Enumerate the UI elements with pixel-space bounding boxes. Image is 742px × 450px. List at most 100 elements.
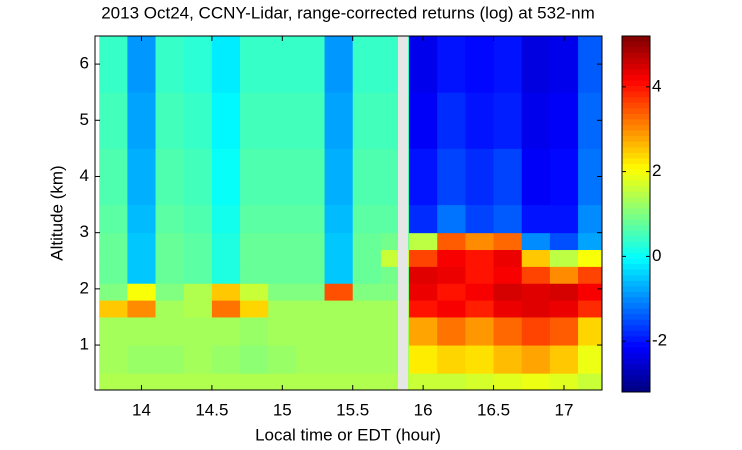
heatmap-cell: [240, 345, 269, 374]
heatmap-cell: [578, 300, 602, 318]
heatmap-cell: [324, 249, 354, 267]
heatmap-cell: [268, 148, 297, 206]
heatmap-cell: [155, 249, 185, 267]
heatmap-cell: [211, 345, 241, 374]
colorbar-segment: [622, 63, 650, 70]
heatmap-cell: [352, 373, 382, 390]
heatmap-cell: [99, 345, 128, 374]
heatmap-cell: [99, 232, 128, 251]
heatmap-cell: [99, 204, 128, 234]
y-tick-label: 3: [80, 222, 89, 241]
heatmap-cell: [155, 36, 185, 93]
heatmap-cell: [409, 232, 438, 251]
heatmap-cell: [352, 249, 382, 267]
heatmap-cell: [296, 373, 326, 390]
heatmap-cell: [352, 232, 382, 251]
heatmap-cell: [211, 316, 241, 346]
y-axis-label: Altitude (km): [47, 165, 66, 260]
colorbar-segment: [622, 74, 650, 81]
heatmap-cell: [437, 373, 466, 390]
colorbar-segment: [622, 380, 650, 387]
heatmap-cell: [183, 204, 213, 234]
heatmap-cell: [155, 148, 185, 206]
colorbar-segment: [622, 336, 650, 343]
heatmap-cell: [127, 373, 157, 390]
heatmap-cell: [437, 345, 466, 374]
heatmap-cell: [352, 316, 382, 346]
heatmap-cell: [465, 36, 495, 93]
heatmap-cell: [549, 148, 579, 206]
heatmap-cell: [521, 232, 551, 251]
y-tick-label: 1: [80, 335, 89, 354]
colorbar-segment: [622, 69, 650, 76]
axes: 14 14.5 15 15.5 16 16.5 17 1 2 3 4 5 6: [80, 35, 603, 419]
heatmap-cell: [409, 249, 438, 267]
colorbar-segment: [622, 141, 650, 148]
heatmap-cell: [409, 36, 438, 93]
heatmap-cell: [324, 204, 354, 234]
heatmap-cell: [211, 148, 241, 206]
colorbar-segment: [622, 108, 650, 115]
heatmap-cell: [155, 300, 185, 318]
heatmap-cell: [521, 148, 551, 206]
heatmap-cell: [211, 232, 241, 251]
heatmap-cell: [521, 36, 551, 93]
colorbar-segment: [622, 113, 650, 120]
heatmap-cell: [324, 283, 354, 301]
heatmap-cell: [465, 92, 495, 149]
colorbar-segment: [622, 80, 650, 87]
heatmap-cell: [211, 300, 241, 318]
heatmap-cell: [127, 316, 157, 346]
colorbar-frame: [621, 35, 651, 393]
heatmap-cell: [578, 266, 602, 284]
colorbar-segment: [622, 58, 650, 65]
heatmap-cell: [296, 204, 326, 234]
colorbar-segment: [622, 125, 650, 132]
colorbar-segment: [622, 186, 650, 193]
heatmap-cell: [352, 283, 382, 301]
colorbar-segment: [622, 41, 650, 48]
y-tick-label: 4: [80, 166, 89, 185]
heatmap-cell: [99, 316, 128, 346]
heatmap-cell: [183, 300, 213, 318]
colorbar-segment: [622, 286, 650, 293]
heatmap-cell: [127, 36, 157, 93]
x-tick-label: 15: [273, 400, 292, 419]
heatmap-cell: [324, 232, 354, 251]
colorbar-segment: [622, 297, 650, 304]
colorbar-segment: [622, 358, 650, 365]
heatmap-cell: [549, 316, 579, 346]
heatmap-cell: [155, 232, 185, 251]
heatmap-cell: [155, 373, 185, 390]
heatmap-cell: [99, 36, 128, 93]
x-tick-label: 17: [555, 400, 574, 419]
heatmap-cell: [240, 249, 269, 267]
heatmap-cell: [521, 300, 551, 318]
heatmap-cell: [409, 283, 438, 301]
plot-frame: [94, 35, 603, 391]
heatmap-cell: [183, 36, 213, 93]
heatmap-cell: [465, 148, 495, 206]
colorbar-segment: [622, 375, 650, 382]
colorbar-segment: [622, 102, 650, 109]
colorbar-tick-label: 2: [652, 161, 661, 180]
heatmap-cell: [183, 148, 213, 206]
heatmap-cell: [493, 300, 523, 318]
colorbar-segment: [622, 191, 650, 198]
heatmap-cell: [352, 92, 382, 149]
heatmap-cell: [183, 266, 213, 284]
heatmap-cell: [437, 148, 466, 206]
colorbar-segment: [622, 136, 650, 143]
y-tick-label: 5: [80, 110, 89, 129]
heatmap-cell: [268, 249, 297, 267]
colorbar-tick-label: 0: [652, 246, 661, 265]
colorbar-segment: [622, 230, 650, 237]
colorbar-segment: [622, 252, 650, 259]
heatmap-cell: [183, 232, 213, 251]
heatmap-cell: [437, 283, 466, 301]
colorbar-segment: [622, 369, 650, 376]
heatmap-cell: [268, 232, 297, 251]
colorbar-segment: [622, 241, 650, 248]
heatmap-cell: [578, 373, 602, 390]
colorbar-segment: [622, 303, 650, 310]
